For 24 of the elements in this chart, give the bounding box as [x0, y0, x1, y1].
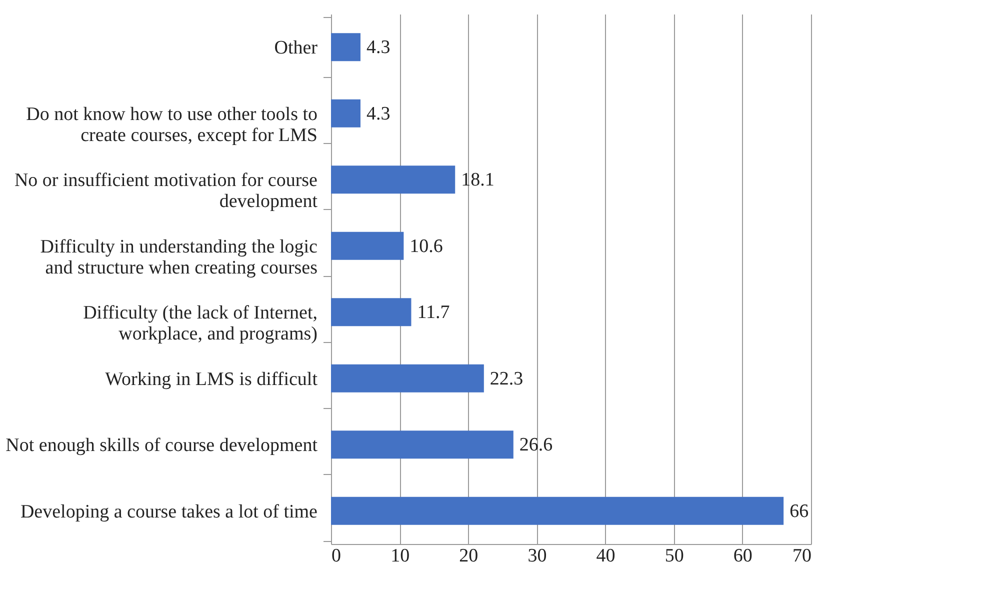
x-tick-label: 60	[733, 546, 752, 566]
y-tick-label: Not enough skills of course development	[6, 435, 318, 456]
data-label: 4.3	[366, 37, 390, 58]
x-tick-label: 30	[528, 546, 547, 566]
y-tick-label: Working in LMS is difficult	[105, 368, 318, 390]
y-tick-label: Other	[274, 38, 318, 59]
data-label: 66	[790, 500, 809, 522]
x-tick-label: 70	[792, 546, 812, 566]
x-tick-label: 20	[459, 546, 478, 566]
data-label: 4.3	[366, 103, 390, 124]
x-tick-label: 40	[596, 546, 616, 566]
y-tick-label: Do not know how to use other tools to create courses, except for LMS	[26, 104, 318, 146]
data-label: 18.1	[461, 170, 494, 191]
data-label: 26.6	[519, 434, 553, 456]
y-tick-label: Difficulty (the lack of Internet, workplace, and programs)	[83, 302, 318, 345]
x-tick-label: 50	[664, 546, 684, 566]
x-tick-label: 10	[390, 546, 410, 566]
data-label: 22.3	[490, 368, 524, 390]
data-label: 11.7	[417, 302, 450, 324]
y-tick-label: No or insufficient motivation for course development	[14, 170, 318, 212]
y-tick-label: Difficulty in understanding the logic and structure when creating courses	[40, 236, 318, 278]
data-label: 10.6	[410, 236, 443, 257]
x-tick-label: 0	[332, 546, 341, 566]
y-tick-label: Developing a course takes a lot of time	[20, 501, 318, 522]
